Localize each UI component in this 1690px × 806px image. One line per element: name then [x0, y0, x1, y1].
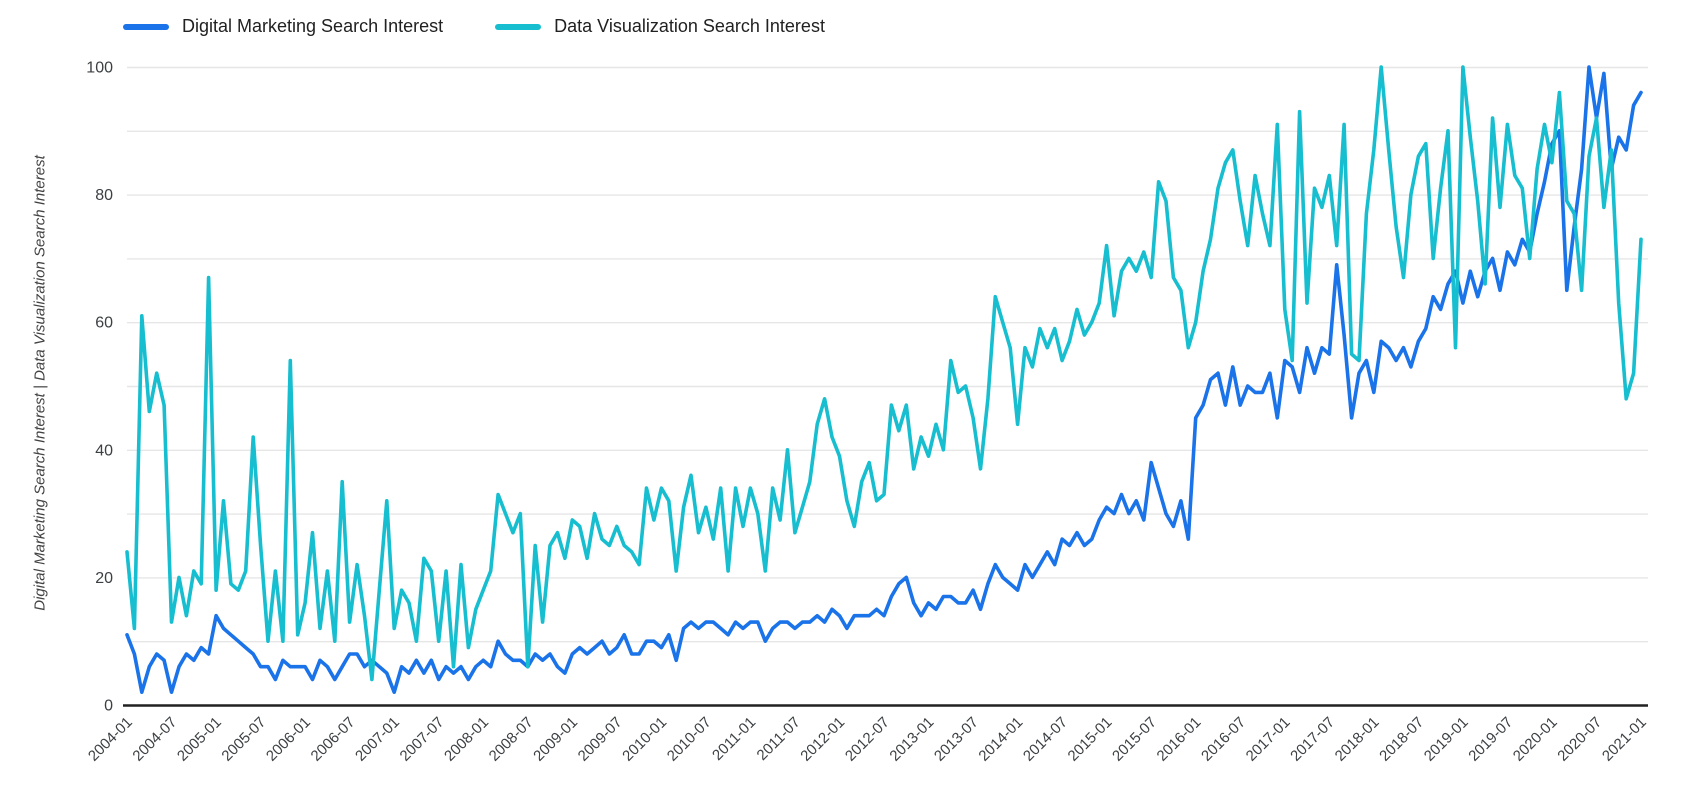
x-tick-label: 2007-01	[352, 714, 403, 765]
x-tick-label: 2019-01	[1421, 714, 1472, 765]
legend-item-data-visualization: Data Visualization Search Interest	[495, 16, 825, 37]
x-tick-label: 2005-07	[218, 714, 269, 765]
x-tick-label: 2015-07	[1109, 714, 1160, 765]
y-tick-label: 20	[95, 570, 113, 587]
x-tick-label: 2009-07	[575, 714, 626, 765]
x-tick-label: 2013-01	[886, 714, 937, 765]
x-tick-label: 2006-07	[308, 714, 359, 765]
x-tick-label: 2021-01	[1599, 714, 1650, 765]
y-tick-label: 80	[95, 187, 113, 204]
series-line-digital-marketing	[125, 65, 1643, 695]
x-tick-label: 2014-01	[975, 714, 1026, 765]
x-tick-label: 2018-01	[1332, 714, 1383, 765]
x-tick-label: 2016-07	[1198, 714, 1249, 765]
x-tick-label: 2005-01	[174, 714, 225, 765]
x-tick-label: 2010-01	[619, 714, 670, 765]
x-tick-label: 2019-07	[1465, 714, 1516, 765]
x-tick-label: 2013-07	[931, 714, 982, 765]
x-tick-label: 2016-01	[1154, 714, 1205, 765]
legend-swatch-digital-marketing	[123, 23, 169, 30]
x-tick-label: 2006-01	[263, 714, 314, 765]
x-tick-label: 2011-07	[754, 714, 804, 764]
x-tick-label: 2020-07	[1554, 714, 1605, 765]
legend-item-digital-marketing: Digital Marketing Search Interest	[123, 16, 443, 37]
x-tick-label: 2017-07	[1287, 714, 1338, 765]
x-tick-label: 2017-01	[1243, 714, 1294, 765]
x-tick-label: 2018-07	[1376, 714, 1427, 765]
x-tick-label: 2012-07	[842, 714, 893, 765]
x-tick-label: 2004-01	[85, 714, 136, 765]
legend: Digital Marketing Search Interest Data V…	[123, 16, 877, 37]
legend-swatch-data-visualization	[495, 23, 542, 30]
x-tick-label: 2020-01	[1510, 714, 1561, 765]
x-tick-label: 2014-07	[1020, 714, 1071, 765]
y-tick-label: 100	[86, 60, 113, 77]
x-tick-label: 2008-07	[486, 714, 537, 765]
x-tick-label: 2004-07	[129, 714, 180, 765]
x-tick-label: 2011-01	[709, 714, 759, 764]
x-tick-label: 2010-07	[664, 714, 715, 765]
legend-label-data-visualization: Data Visualization Search Interest	[554, 16, 825, 36]
x-tick-label: 2008-01	[441, 714, 492, 765]
x-tick-label: 2009-01	[530, 714, 581, 765]
x-tick-label: 2012-01	[797, 714, 848, 765]
y-axis-title: Digital Marketing Search Interest | Data…	[31, 155, 49, 611]
x-tick-label: 2007-07	[397, 714, 448, 765]
y-tick-label: 60	[95, 315, 113, 332]
y-tick-label: 0	[104, 698, 113, 715]
legend-label-digital-marketing: Digital Marketing Search Interest	[182, 16, 444, 36]
y-tick-label: 40	[95, 442, 113, 459]
x-tick-label: 2015-01	[1065, 714, 1116, 765]
series-line-data-visualization	[125, 65, 1643, 682]
